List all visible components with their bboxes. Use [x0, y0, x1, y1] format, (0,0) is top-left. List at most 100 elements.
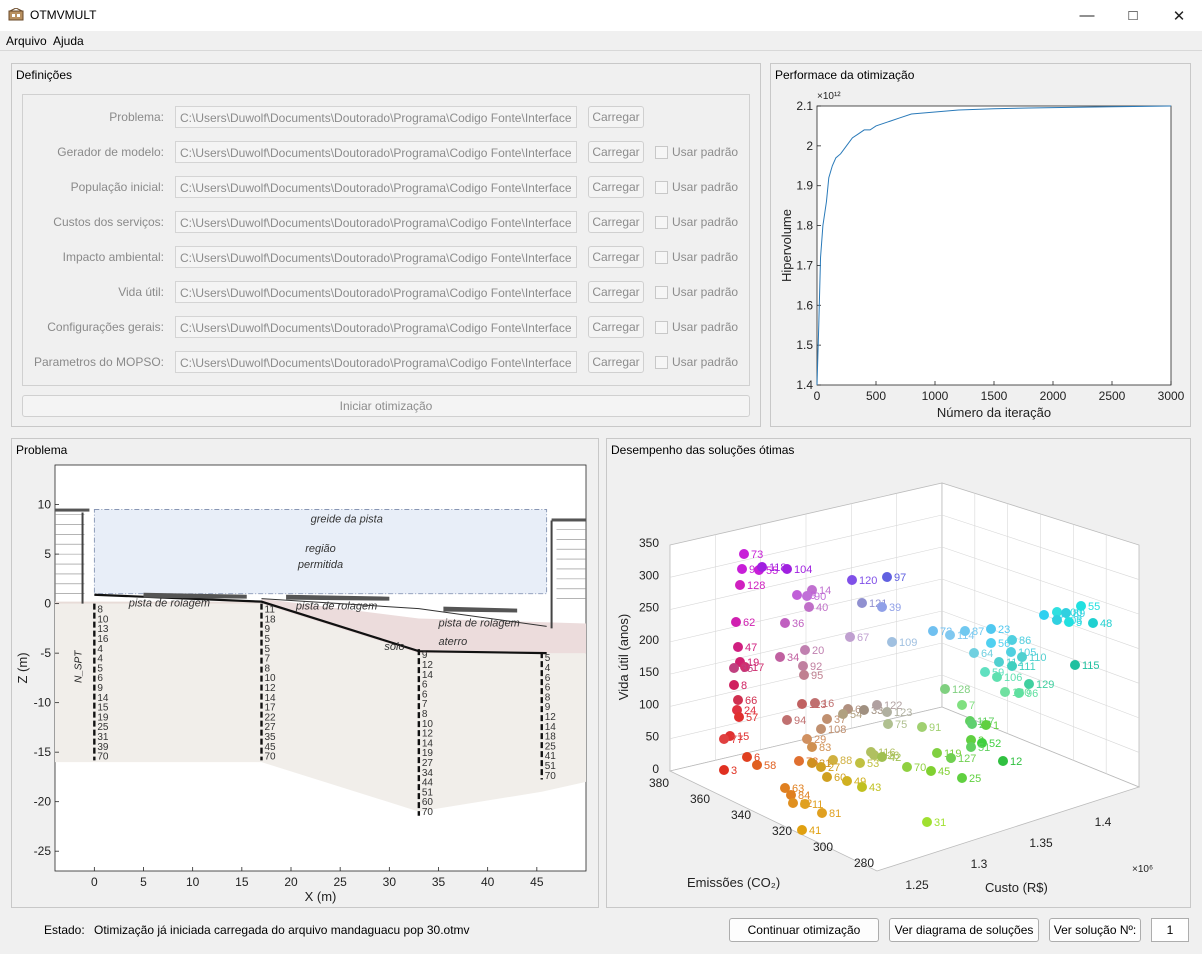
z-axis-label: Emissões (CO₂) [687, 875, 780, 890]
solution-point [928, 626, 938, 636]
use-default-checkbox[interactable] [655, 356, 668, 369]
solution-point [1052, 607, 1062, 617]
solution-point [794, 756, 804, 766]
desempenho-panel: Desempenho das soluções ótimas 0 50 100 150… [606, 438, 1191, 908]
solution-label: 127 [958, 753, 976, 765]
y-tick-label: 2.1 [796, 99, 813, 113]
aircraft-silhouette [443, 606, 518, 613]
carregar-button[interactable]: Carregar [588, 246, 644, 268]
use-default-checkbox[interactable] [655, 321, 668, 334]
maximize-icon[interactable]: □ [1128, 7, 1138, 24]
x-tick-label: 1000 [922, 389, 949, 403]
use-default-label: Usar padrão [672, 355, 739, 369]
y-tick-label: 350 [639, 536, 659, 550]
solution-point [845, 632, 855, 642]
carregar-button[interactable]: Carregar [588, 316, 644, 338]
y-tick-label: 1.7 [796, 258, 813, 272]
solution-label: 31 [934, 817, 946, 829]
solo-label: solo [384, 641, 404, 653]
solution-label: 120 [859, 575, 877, 587]
solution-point [800, 799, 810, 809]
close-icon[interactable]: ✕ [1172, 7, 1186, 25]
solution-label: 91 [929, 722, 941, 734]
nspt-value: 45 [265, 742, 277, 753]
nspt-value: 27 [422, 758, 434, 769]
right-building-roof [551, 518, 586, 522]
menu-arquivo[interactable]: Arquivo [6, 34, 47, 48]
x-axis-label: Custo (R$) [985, 880, 1048, 895]
y-axis-label: Z (m) [15, 652, 30, 683]
solution-label: 17 [752, 662, 764, 674]
start-optimization-button[interactable]: Iniciar otimização [22, 395, 750, 417]
solution-point [986, 624, 996, 634]
nspt-value: 6 [97, 673, 103, 684]
solution-label: 90 [814, 591, 826, 603]
carregar-button[interactable]: Carregar [588, 281, 644, 303]
nspt-value: 14 [422, 670, 434, 681]
carregar-button[interactable]: Carregar [588, 351, 644, 373]
solution-label: 11 [812, 799, 823, 811]
path-field[interactable]: C:\Users\Duwolf\Documents\Doutorado\Prog… [175, 106, 577, 128]
path-field[interactable]: C:\Users\Duwolf\Documents\Doutorado\Prog… [175, 351, 577, 373]
solution-label: 75 [895, 719, 907, 731]
solution-label: 48 [1100, 618, 1112, 630]
use-default-checkbox[interactable] [655, 286, 668, 299]
path-field[interactable]: C:\Users\Duwolf\Documents\Doutorado\Prog… [175, 141, 577, 163]
row-label: Vida útil: [118, 285, 164, 299]
path-field[interactable]: C:\Users\Duwolf\Documents\Doutorado\Prog… [175, 176, 577, 198]
menu-ajuda[interactable]: Ajuda [53, 34, 84, 48]
solution-number-input[interactable]: 1 [1151, 918, 1189, 942]
view-diagram-button[interactable]: Ver diagrama de soluções [889, 918, 1039, 942]
nspt-value: 12 [422, 729, 434, 740]
ground-profile [94, 593, 547, 655]
y-tick-label: 300 [639, 568, 659, 582]
path-field[interactable]: C:\Users\Duwolf\Documents\Doutorado\Prog… [175, 316, 577, 338]
use-default-label: Usar padrão [672, 250, 739, 264]
solution-point [792, 590, 802, 600]
y-tick-label: 200 [639, 633, 659, 647]
solution-point [798, 661, 808, 671]
path-field[interactable]: C:\Users\Duwolf\Documents\Doutorado\Prog… [175, 246, 577, 268]
carregar-button[interactable]: Carregar [588, 141, 644, 163]
solution-point [917, 722, 927, 732]
greide-label: greide da pista [311, 513, 383, 525]
solution-label: 3 [731, 765, 737, 777]
solution-label: 14 [819, 585, 831, 597]
solution-point [1006, 647, 1016, 657]
solution-label: 6 [754, 752, 760, 764]
view-solution-button[interactable]: Ver solução Nº: [1049, 918, 1141, 942]
nspt-value: 14 [265, 693, 277, 704]
solution-point [887, 637, 897, 647]
carregar-button[interactable]: Carregar [588, 211, 644, 233]
nspt-value: 18 [545, 732, 557, 743]
y-tick-label: 250 [639, 601, 659, 615]
nspt-value: 5 [545, 653, 551, 664]
use-default-checkbox[interactable] [655, 181, 668, 194]
x-tick-label: 0 [91, 875, 98, 889]
path-field[interactable]: C:\Users\Duwolf\Documents\Doutorado\Prog… [175, 211, 577, 233]
solution-label: 111 [1019, 661, 1036, 673]
solution-label: 63 [792, 783, 804, 795]
use-default-checkbox[interactable] [655, 146, 668, 159]
solution-label: 109 [899, 637, 917, 649]
allowed-region [93, 509, 548, 595]
carregar-button[interactable]: Carregar [588, 176, 644, 198]
use-default-checkbox[interactable] [655, 251, 668, 264]
solution-point [719, 765, 729, 775]
solution-point [828, 755, 838, 765]
x-tick-label: 5 [140, 875, 147, 889]
nspt-value: 6 [422, 689, 428, 700]
path-field[interactable]: C:\Users\Duwolf\Documents\Doutorado\Prog… [175, 281, 577, 303]
nspt-value: 17 [265, 703, 277, 714]
status-text: Otimização já iniciada carregada do arqu… [94, 923, 470, 937]
minimize-icon[interactable]: — [1079, 7, 1095, 24]
nspt-value: 70 [97, 752, 109, 763]
use-default-checkbox[interactable] [655, 216, 668, 229]
nspt-value: 12 [265, 683, 277, 694]
nspt-value: 5 [265, 644, 271, 655]
solution-point [960, 626, 970, 636]
carregar-button[interactable]: Carregar [588, 106, 644, 128]
solution-point [998, 756, 1008, 766]
nspt-value: 51 [545, 761, 557, 772]
continue-optimization-button[interactable]: Continuar otimização [729, 918, 879, 942]
